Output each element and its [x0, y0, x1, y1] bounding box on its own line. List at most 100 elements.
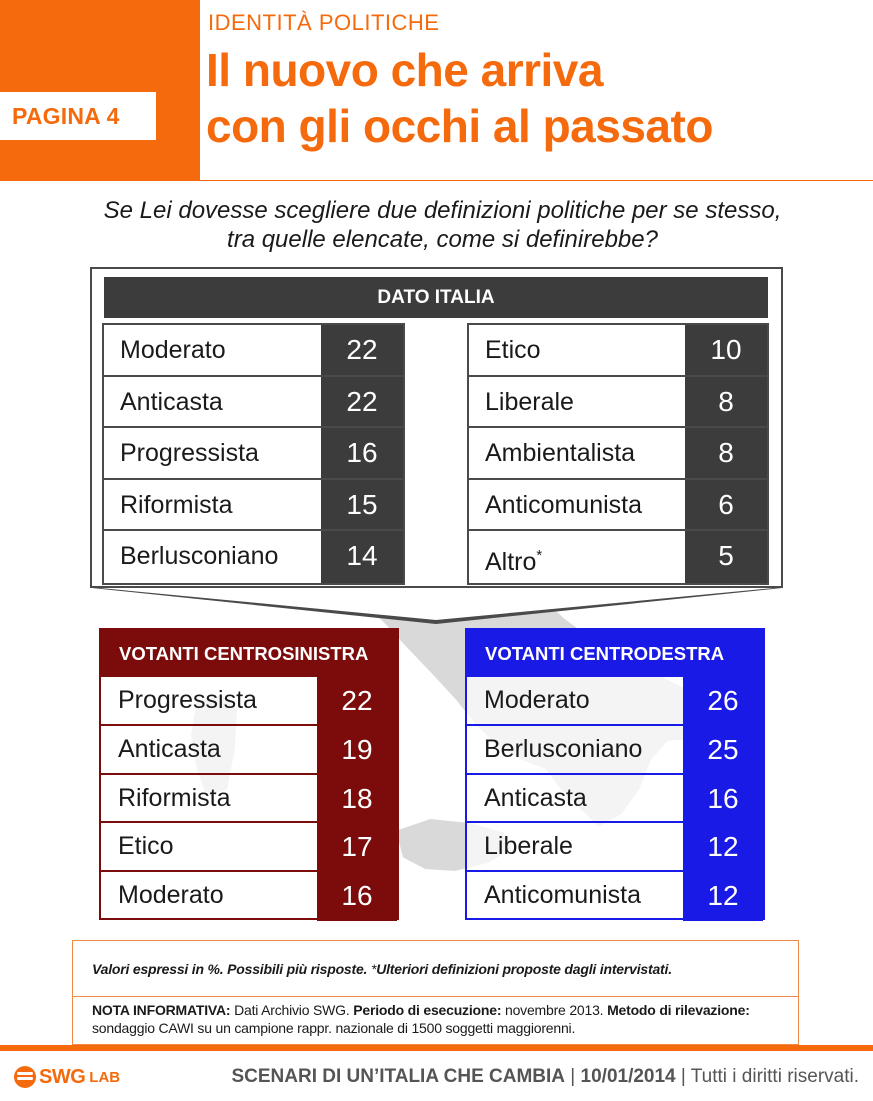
footer-series: SCENARI DI UN’ITALIA CHE CAMBIA [231, 1066, 566, 1087]
row-value: 16 [317, 872, 397, 921]
row-value: 8 [685, 428, 767, 478]
methodology-note: NOTA INFORMATIVA: Dati Archivio SWG. Per… [92, 1001, 782, 1037]
footer-date: 10/01/2014 [580, 1066, 676, 1087]
row-label: Berlusconiano [120, 542, 279, 570]
row-value: 8 [685, 376, 767, 426]
table-row: Riformista 15 [104, 479, 403, 531]
centrosinistra-table: VOTANTI CENTROSINISTRA Progressista 22 A… [99, 628, 399, 921]
footer-separator: | [565, 1066, 581, 1087]
notes-box: Valori espressi in %. Possibili più risp… [72, 940, 799, 1045]
table-row: Anticomunista 12 [467, 872, 763, 921]
question-line-2: tra quelle elencate, come si definirebbe… [227, 226, 658, 253]
values-note-marker: * [370, 961, 377, 977]
row-label: Ambientalista [485, 439, 636, 467]
row-value: 16 [683, 774, 763, 822]
page-title: Il nuovo che arriva con gli occhi al pas… [206, 42, 713, 154]
row-label: Riformista [120, 490, 233, 519]
row-value: 25 [683, 725, 763, 773]
row-value: 10 [685, 325, 767, 375]
table-row: Anticomunista 6 [469, 479, 767, 531]
row-label: Anticomunista [485, 490, 643, 519]
row-value: 5 [685, 531, 767, 583]
logo-sub-text: LAB [89, 1068, 121, 1086]
row-label: Moderato [118, 881, 224, 910]
row-value: 26 [683, 677, 763, 724]
centrodestra-table: VOTANTI CENTRODESTRA Moderato 26 Berlusc… [465, 628, 765, 921]
row-value: 22 [321, 325, 403, 375]
row-value: 14 [321, 531, 403, 583]
row-value: 17 [317, 823, 397, 871]
survey-question: Se Lei dovesse scegliere due definizioni… [0, 196, 873, 254]
row-label: Riformista [118, 783, 231, 812]
question-line-1: Se Lei dovesse scegliere due definizioni… [103, 197, 782, 224]
logo-mark-icon [14, 1066, 36, 1088]
dato-italia-header: DATO ITALIA [104, 277, 768, 318]
row-label: Liberale [484, 832, 573, 861]
table-row: Liberale 12 [467, 823, 763, 873]
table-row: Progressista 16 [104, 428, 403, 480]
dato-italia-table-left: Moderato 22 Anticasta 22 Progressista 16… [102, 323, 405, 585]
table-row: Liberale 8 [469, 376, 767, 428]
title-line-1: Il nuovo che arriva [206, 44, 603, 96]
values-note-rest: Ulteriori definizioni proposte dagli int… [376, 961, 672, 977]
table-row: Anticasta 19 [101, 725, 397, 775]
logo-main-text: SWG [39, 1065, 86, 1088]
row-label: Altro* [485, 531, 542, 587]
info-label-method: Metodo di rilevazione: [607, 1002, 750, 1018]
row-label: Progressista [118, 686, 257, 714]
row-label: Progressista [120, 439, 259, 467]
row-label: Moderato [484, 686, 590, 714]
page-number-tag: PAGINA 4 [0, 92, 156, 140]
row-label: Anticasta [484, 783, 587, 812]
table-row: Moderato 16 [101, 872, 397, 921]
table-row: Etico 10 [469, 325, 767, 377]
header-accent-block [0, 0, 200, 181]
centrosinistra-header: VOTANTI CENTROSINISTRA [101, 630, 397, 677]
row-label: Berlusconiano [484, 734, 643, 763]
row-label: Anticasta [120, 387, 223, 416]
info-label-nota: NOTA INFORMATIVA: [92, 1002, 231, 1018]
title-line-2: con gli occhi al passato [206, 100, 713, 152]
table-row: Berlusconiano 14 [104, 531, 403, 583]
row-value: 12 [683, 823, 763, 871]
table-row: Ambientalista 8 [469, 428, 767, 480]
table-row: Progressista 22 [101, 677, 397, 726]
row-value: 18 [317, 774, 397, 822]
footer-credits: SCENARI DI UN’ITALIA CHE CAMBIA | 10/01/… [231, 1066, 859, 1088]
info-text-period: novembre 2013. [501, 1002, 608, 1018]
values-note: Valori espressi in %. Possibili più risp… [92, 961, 672, 977]
footer-accent-bar [0, 1045, 873, 1051]
row-label: Etico [485, 336, 541, 364]
footer-separator: | [675, 1066, 691, 1087]
dato-italia-table-right: Etico 10 Liberale 8 Ambientalista 8 Anti… [467, 323, 769, 585]
table-row: Riformista 18 [101, 774, 397, 824]
centrodestra-header: VOTANTI CENTRODESTRA [467, 630, 763, 677]
row-label-text: Altro [485, 548, 537, 576]
table-row: Altro* 5 [469, 531, 767, 583]
table-row: Etico 17 [101, 823, 397, 873]
row-value: 19 [317, 725, 397, 773]
table-row: Moderato 22 [104, 325, 403, 377]
table-row: Moderato 26 [467, 677, 763, 726]
row-label: Moderato [120, 336, 226, 364]
row-value: 22 [317, 677, 397, 724]
swg-lab-logo: SWG LAB [14, 1064, 120, 1090]
row-label: Etico [118, 832, 174, 861]
table-row: Anticasta 22 [104, 376, 403, 428]
section-label: IDENTITÀ POLITICHE [208, 10, 440, 35]
notes-divider [73, 996, 798, 997]
header-divider [200, 180, 873, 181]
info-label-period: Periodo di esecuzione: [353, 1002, 502, 1018]
row-value: 22 [321, 376, 403, 426]
info-text-method: sondaggio CAWI su un campione rappr. naz… [92, 1020, 576, 1036]
values-note-main: Valori espressi in %. Possibili più risp… [92, 961, 371, 977]
info-text-source: Dati Archivio SWG. [230, 1002, 354, 1018]
row-label: Anticomunista [484, 881, 642, 910]
table-row: Berlusconiano 25 [467, 725, 763, 775]
row-value: 15 [321, 479, 403, 529]
footnote-marker: * [536, 547, 543, 564]
row-label: Anticasta [118, 734, 221, 763]
table-row: Anticasta 16 [467, 774, 763, 824]
row-value: 6 [685, 479, 767, 529]
row-value: 16 [321, 428, 403, 478]
